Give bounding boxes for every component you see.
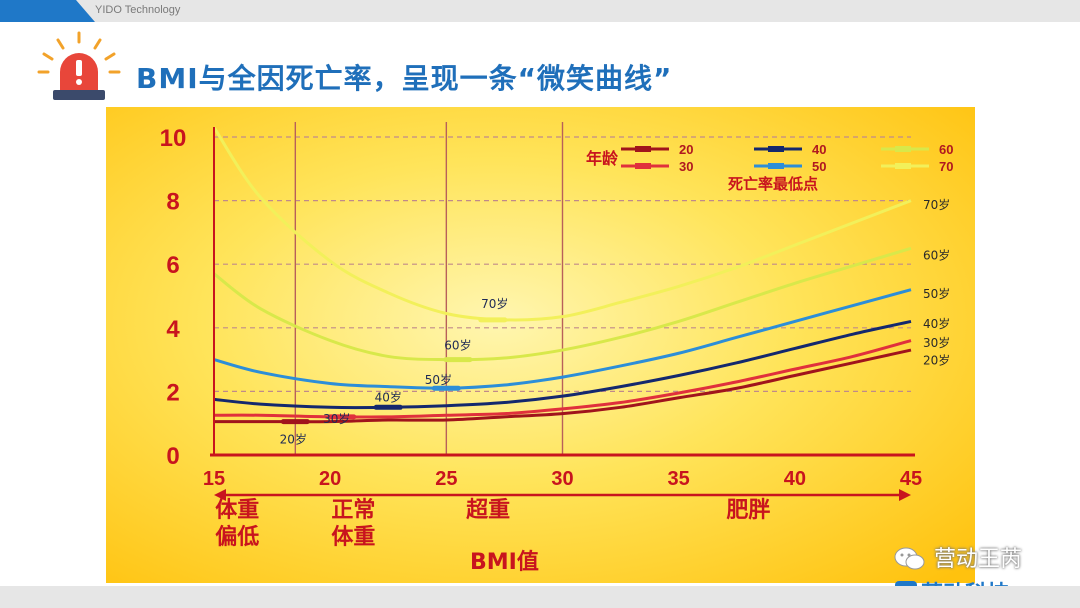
- watermark-account-text: 营动王芮: [934, 547, 1023, 572]
- category-label: 偏低: [215, 524, 259, 550]
- series-end-label: 50岁: [923, 286, 950, 301]
- legend-label: 40: [812, 142, 826, 157]
- series-end-label: 70岁: [923, 197, 950, 212]
- legend-label: 50: [812, 159, 826, 174]
- series-line-70: [212, 126, 912, 322]
- range-arrow-right-head: [899, 489, 911, 501]
- bottom-bar: [0, 586, 1080, 608]
- series-line-50: [213, 288, 912, 390]
- x-tick-label: 45: [900, 468, 922, 490]
- watermark-account: 营动王芮: [894, 541, 1022, 573]
- category-label: 超重: [466, 498, 510, 523]
- series-end-label: 60岁: [923, 248, 950, 263]
- series-end-label: 20岁: [923, 353, 950, 368]
- series-line-60: [213, 246, 912, 362]
- x-tick-label: 30: [551, 468, 573, 490]
- category-label: 体重: [215, 498, 259, 523]
- category-label: 体重: [331, 525, 375, 550]
- legend-label: 20: [679, 142, 693, 157]
- brand-label: YIDO Technology: [95, 4, 181, 16]
- legend-title: 年龄: [586, 149, 619, 168]
- minimum-label: 70岁: [481, 296, 508, 311]
- legend-label: 70: [939, 159, 953, 174]
- x-axis-title: BMI值: [470, 549, 539, 575]
- series-end-label: 30岁: [923, 335, 950, 350]
- minimum-label: 20岁: [280, 432, 307, 447]
- legend-label: 30: [679, 159, 693, 174]
- legend-label: 60: [939, 142, 953, 157]
- category-label: 肥胖: [726, 497, 770, 523]
- y-tick-label: 8: [166, 189, 179, 216]
- wechat-icon: [894, 547, 925, 570]
- range-arrow-left-head: [214, 489, 226, 501]
- minimum-label: 60岁: [444, 338, 471, 353]
- top-bar: YIDO Technology: [0, 0, 1080, 22]
- slide-title: BMI与全因死亡率，呈现一条“微笑曲线”: [136, 62, 673, 95]
- category-label: 正常: [331, 497, 375, 523]
- y-tick-label: 10: [160, 125, 187, 152]
- bmi-mortality-chart: 20岁 30岁 40岁 50岁 60岁 70岁 20岁 30岁 40岁 50岁 60岁 70岁 0 2 4…: [106, 107, 975, 583]
- top-bar-accent: [0, 0, 95, 22]
- x-tick-label: 20: [319, 468, 341, 490]
- series-line-40: [213, 319, 912, 410]
- y-tick-label: 6: [166, 252, 179, 279]
- minimum-label: 50岁: [425, 372, 452, 387]
- x-tick-label: 35: [668, 468, 690, 490]
- x-tick-label: 15: [203, 468, 225, 490]
- y-tick-label: 4: [166, 316, 180, 343]
- series-line-20: [213, 348, 912, 424]
- minimum-label: 40岁: [375, 389, 402, 404]
- x-tick-label: 40: [784, 468, 806, 490]
- y-tick-label: 2: [166, 379, 179, 406]
- minimum-label: 30岁: [323, 411, 350, 426]
- legend-note: 死亡率最低点: [728, 175, 818, 193]
- chart-area: 20岁 30岁 40岁 50岁 60岁 70岁 20岁 30岁 40岁 50岁 60岁 70岁 0 2 4…: [106, 107, 975, 583]
- x-tick-label: 25: [435, 468, 457, 490]
- y-tick-label: 0: [166, 443, 179, 470]
- alarm-icon: [37, 31, 121, 100]
- series-end-label: 40岁: [923, 316, 950, 331]
